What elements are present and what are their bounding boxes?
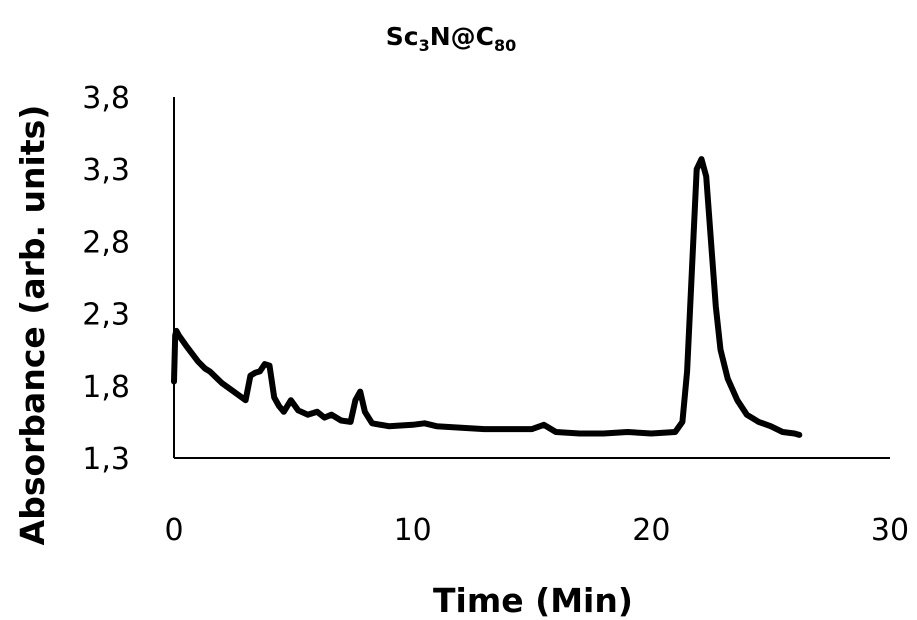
y-axis-label: Absorbance (arb. units): [13, 105, 52, 546]
x-tick-label: 0: [164, 513, 183, 548]
title-sub-80: 80: [494, 36, 516, 55]
y-tick-label: 3,3: [82, 153, 130, 188]
title-part-sc: Sc: [386, 22, 419, 51]
series-line: [171, 156, 803, 438]
y-tick-label: 1,3: [82, 442, 130, 477]
x-tick-label: 20: [632, 513, 670, 548]
x-tick-label: 10: [394, 513, 432, 548]
chart-title: Sc3N@C80: [386, 22, 517, 55]
y-tick-label: 2,3: [82, 298, 130, 333]
y-tick-label: 1,8: [82, 370, 130, 405]
y-tick-label: 2,8: [82, 225, 130, 260]
x-tick-label: 30: [871, 513, 909, 548]
x-tick-labels: 0 10 20 30: [164, 513, 909, 548]
title-part-n-at-c: N@C: [430, 22, 494, 51]
x-axis-label: Time (Min): [433, 581, 633, 620]
y-tick-label: 3,8: [82, 81, 130, 116]
y-tick-labels: 1,3 1,8 2,3 2,8 3,3 3,8: [82, 81, 130, 477]
title-sub-3: 3: [419, 36, 430, 55]
